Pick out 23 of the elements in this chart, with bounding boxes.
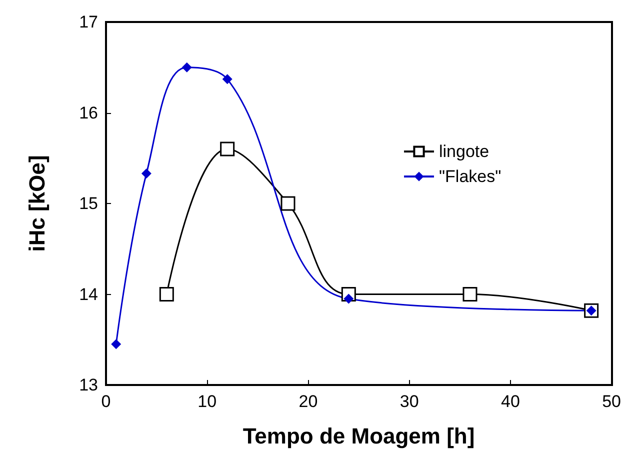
- point: [182, 62, 192, 72]
- y-tick-label: 13: [79, 376, 98, 394]
- point: [111, 339, 122, 350]
- y-tick-label: 16: [79, 103, 98, 122]
- point: [220, 142, 235, 156]
- point: [141, 168, 152, 179]
- x-tick-label: 30: [400, 392, 419, 411]
- point: [222, 74, 232, 84]
- x-tick-label: 50: [602, 392, 622, 411]
- y-tick-label: 14: [79, 284, 98, 304]
- x-tick-label: 10: [198, 392, 217, 411]
- x-tick-label: 20: [298, 392, 318, 411]
- y-tick-label: 15: [79, 194, 98, 213]
- x-tick-label: 0: [101, 392, 111, 411]
- x-tick-label: 40: [500, 392, 520, 411]
- legend-label: "Flakes": [439, 167, 502, 186]
- x-axis-title: Tempo de Moagem [h]: [242, 424, 475, 448]
- point: [462, 287, 478, 302]
- point: [159, 287, 174, 302]
- legend-label: lingote: [439, 142, 490, 161]
- y-axis-title: iHc [kOe]: [24, 155, 50, 252]
- point: [280, 196, 296, 211]
- y-tick-label: 17: [79, 12, 98, 32]
